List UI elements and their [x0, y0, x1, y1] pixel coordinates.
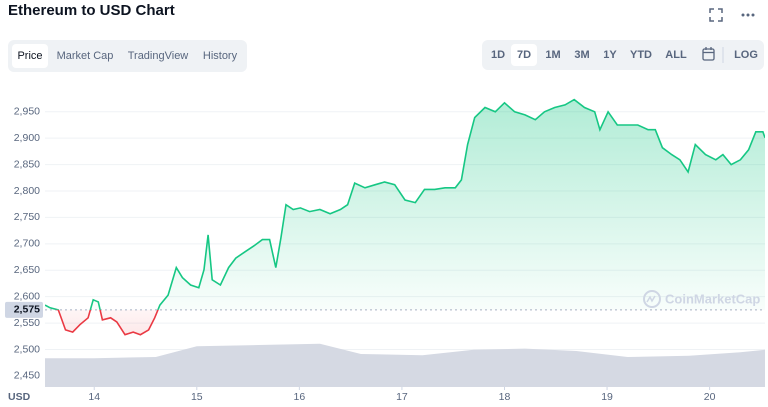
fullscreen-icon[interactable] — [709, 8, 723, 22]
y-tick-label: 2,900 — [14, 132, 40, 144]
y-tick-label: 2,950 — [14, 106, 40, 118]
y-tick-label: 2,500 — [14, 343, 40, 355]
range-active-bg — [511, 44, 537, 66]
watermark-logo — [643, 290, 661, 308]
x-tick-label: 15 — [191, 391, 203, 403]
more-icon[interactable] — [741, 13, 755, 17]
baseline-label: 2,575 — [14, 304, 40, 316]
x-tick-label: 17 — [396, 391, 408, 403]
price-line-up — [45, 98, 765, 310]
log-button[interactable]: LOG — [734, 49, 758, 61]
range-group — [482, 40, 764, 70]
range-button[interactable]: 1D — [491, 49, 505, 61]
watermark-logo — [646, 295, 656, 303]
range-button[interactable]: 1Y — [603, 49, 617, 61]
tab[interactable]: TradingView — [128, 50, 189, 62]
y-tick-label: 2,750 — [14, 211, 40, 223]
x-tick-label: 19 — [601, 391, 613, 403]
price-area-down — [45, 309, 765, 335]
volume-area — [45, 343, 765, 387]
chart-title: Ethereum to USD Chart — [8, 2, 175, 19]
currency-label: USD — [8, 391, 31, 403]
tab-group — [8, 40, 247, 72]
tab[interactable]: History — [203, 50, 238, 62]
range-button[interactable]: 7D — [517, 49, 531, 61]
y-tick-label: 2,700 — [14, 238, 40, 250]
tab[interactable]: Price — [17, 50, 42, 62]
tab-active-bg — [12, 44, 48, 68]
x-tick-label: 20 — [704, 391, 716, 403]
range-button[interactable]: YTD — [630, 49, 652, 61]
baseline-label-bg — [5, 301, 43, 318]
y-tick-label: 2,850 — [14, 158, 40, 170]
price-area-up — [45, 99, 765, 310]
price-line-down — [54, 309, 159, 336]
x-tick-label: 16 — [294, 391, 306, 403]
watermark: CoinMarketCap — [665, 291, 760, 306]
tab[interactable]: Market Cap — [57, 50, 114, 62]
y-tick-label: 2,800 — [14, 185, 40, 197]
calendar-icon[interactable] — [702, 47, 715, 61]
y-tick-label: 2,650 — [14, 264, 40, 276]
x-tick-label: 14 — [88, 391, 100, 403]
x-tick-label: 18 — [499, 391, 511, 403]
range-button[interactable]: 3M — [574, 49, 589, 61]
y-tick-label: 2,600 — [14, 290, 40, 302]
range-button[interactable]: 1M — [545, 49, 560, 61]
y-tick-label: 2,550 — [14, 317, 40, 329]
y-tick-label: 2,450 — [14, 370, 40, 382]
range-button[interactable]: ALL — [665, 49, 687, 61]
